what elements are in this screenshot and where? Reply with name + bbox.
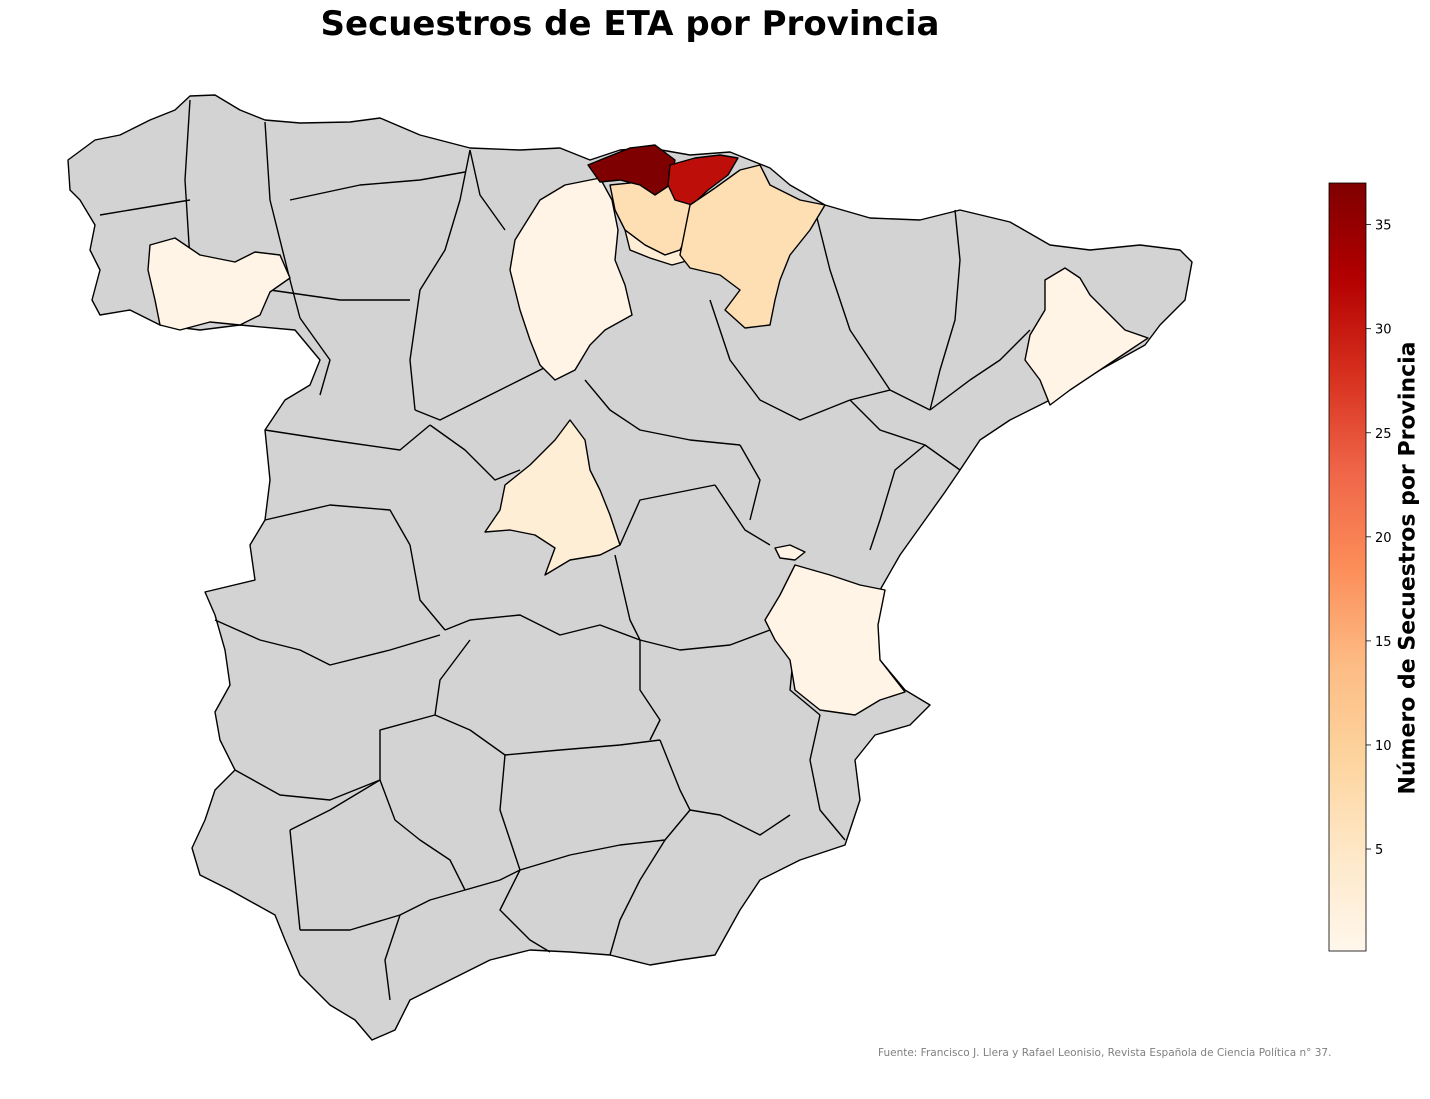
source-note: Fuente: Francisco J. Llera y Rafael Leon… — [878, 1047, 1332, 1059]
province-navarra-top — [667, 154, 739, 206]
province-navarra — [679, 164, 826, 329]
colorbar-tick-label: 30 — [1375, 323, 1392, 338]
colorbar-gradient — [1328, 182, 1367, 952]
province-madrid — [484, 419, 621, 576]
colorbar-ticks: 5 10 15 20 25 30 35 — [1366, 219, 1392, 858]
province-valencia — [764, 564, 906, 716]
colorbar-tick-label: 25 — [1375, 427, 1392, 442]
province-castellon — [774, 544, 806, 561]
colorbar-label: Número de Secuestros por Provincia — [1395, 341, 1421, 795]
chart-title: Secuestros de ETA por Provincia — [320, 4, 940, 44]
colorbar-tick-label: 5 — [1375, 843, 1383, 858]
colorbar-tick-label: 35 — [1375, 219, 1392, 234]
province-layer — [67, 94, 1193, 1041]
province-lugo — [147, 237, 291, 331]
colorbar-tick-label: 15 — [1375, 635, 1392, 650]
province-burgos — [509, 177, 633, 381]
colorbar-tick-label: 20 — [1375, 531, 1392, 546]
province-barcelona — [1024, 267, 1149, 406]
province-borders — [99, 99, 1031, 1001]
colorbar: 5 10 15 20 25 30 35 — [1328, 182, 1392, 952]
colorbar-tick-label: 10 — [1375, 739, 1392, 754]
